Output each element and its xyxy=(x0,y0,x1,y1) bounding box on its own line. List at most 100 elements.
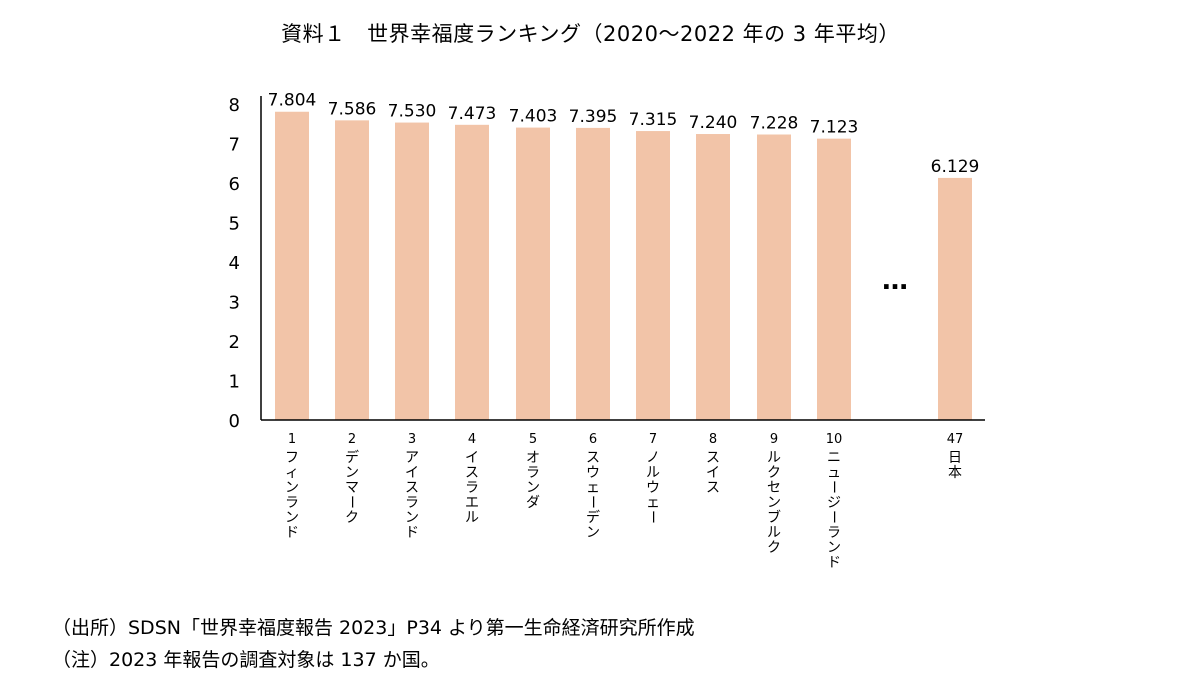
x-country-label-char: ス xyxy=(706,450,720,466)
bar xyxy=(335,120,369,420)
x-country-label-char: ウ xyxy=(646,480,660,496)
x-country-label-char: ラ xyxy=(285,495,299,511)
x-country-label-char: ク xyxy=(767,540,781,556)
x-country-label-char: ェ xyxy=(646,495,660,511)
axes xyxy=(260,96,985,421)
x-country-label-char: ン xyxy=(405,510,419,526)
x-country-label-char: ド xyxy=(285,525,299,541)
x-country-label-char: ス xyxy=(465,465,479,481)
bar xyxy=(455,124,489,420)
bar xyxy=(636,131,670,420)
x-country-label-char: ス xyxy=(706,480,720,496)
x-country-label-char: ニ xyxy=(827,450,841,466)
bar xyxy=(938,177,972,420)
x-country-label-char: ド xyxy=(405,525,419,541)
y-tick-label: 3 xyxy=(229,293,240,314)
x-country-label-char: ー xyxy=(644,510,660,524)
x-country-label-char: イ xyxy=(706,465,720,481)
value-label: 7.530 xyxy=(388,102,437,122)
x-country-label-char: オ xyxy=(526,450,540,466)
x-country-label-char: ラ xyxy=(526,465,540,481)
value-label: 6.129 xyxy=(931,157,980,177)
value-label: 7.804 xyxy=(268,91,317,111)
bar xyxy=(516,127,550,421)
y-tick-label: 5 xyxy=(229,214,240,235)
x-country-label-char: ン xyxy=(285,480,299,496)
x-rank-label: 47 xyxy=(947,432,964,447)
x-rank-label: 5 xyxy=(529,432,537,447)
value-labels: 7.804 7.586 7.530 7.473 7.403 7.395 7.315 7.240… xyxy=(268,91,980,177)
survey-note: （注）2023 年報告の調査対象は 137 か国。 xyxy=(52,649,440,671)
x-country-label-char: ダ xyxy=(526,495,540,511)
bar xyxy=(395,122,429,420)
x-country-label-char: ン xyxy=(526,480,540,496)
x-country-label-char: フ xyxy=(285,450,299,466)
x-axis-category-labels: 1フィンランド2デンマーク3アイスランド4イスラエル5オランダ6スウェーデン7ノ… xyxy=(285,432,963,571)
value-label: 7.240 xyxy=(689,113,738,133)
x-rank-label: 1 xyxy=(288,432,296,447)
x-rank-label: 10 xyxy=(826,432,843,447)
y-tick-label: 7 xyxy=(229,135,240,156)
x-country-label-char: ラ xyxy=(405,495,419,511)
value-label: 7.123 xyxy=(810,118,859,138)
value-label: 7.586 xyxy=(328,99,377,119)
x-country-label-char: ン xyxy=(345,465,359,481)
x-country-label-char: ウ xyxy=(586,465,600,481)
value-label: 7.228 xyxy=(750,113,799,133)
x-country-label-char: ド xyxy=(827,555,841,571)
x-rank-label: 9 xyxy=(770,432,778,447)
x-country-label-char: ブ xyxy=(767,509,781,526)
x-country-label-char: ー xyxy=(825,480,841,494)
x-country-label-char: ー xyxy=(825,510,841,524)
bars xyxy=(275,111,972,421)
bar xyxy=(757,134,791,420)
x-country-label-char: イ xyxy=(465,450,479,466)
x-country-label-char: セ xyxy=(767,480,781,496)
y-axis-tick-labels: 0 1 2 3 4 5 6 7 8 xyxy=(229,95,240,432)
x-country-label-char: 日 xyxy=(948,450,962,466)
x-country-label-char: エ xyxy=(465,495,479,511)
bar xyxy=(696,134,730,420)
source-note: （出所）SDSN「世界幸福度報告 2023」P34 より第一生命経済研究所作成 xyxy=(52,617,695,639)
x-country-label-char: ー xyxy=(584,495,600,509)
x-country-label-char: ュ xyxy=(827,465,841,481)
x-country-label-char: ン xyxy=(285,510,299,526)
y-tick-label: 4 xyxy=(229,253,240,274)
omitted-ranks-ellipsis: … xyxy=(882,266,908,296)
y-tick-label: 2 xyxy=(229,332,240,353)
x-country-label-char: ア xyxy=(405,450,419,466)
x-country-label-char: ス xyxy=(586,450,600,466)
y-tick-label: 6 xyxy=(229,174,240,195)
y-tick-label: 8 xyxy=(229,95,240,116)
value-label: 7.473 xyxy=(448,104,497,124)
x-country-label-char: ク xyxy=(767,465,781,481)
x-country-label-char: ル xyxy=(465,510,479,526)
value-label: 7.403 xyxy=(509,107,558,127)
bar xyxy=(817,138,851,421)
x-rank-label: 2 xyxy=(348,432,356,447)
x-country-label-char: ク xyxy=(345,510,359,526)
y-tick-label: 1 xyxy=(229,372,240,393)
x-country-label-char: デ xyxy=(586,509,600,526)
bar xyxy=(275,111,309,420)
x-country-label-char: ジ xyxy=(827,495,841,511)
x-rank-label: 8 xyxy=(709,432,717,447)
x-country-label-char: ラ xyxy=(465,480,479,496)
x-rank-label: 4 xyxy=(468,432,476,447)
x-country-label-char: ス xyxy=(405,480,419,496)
x-country-label-char: ノ xyxy=(646,450,660,466)
x-country-label-char: ー xyxy=(343,495,359,509)
x-country-label-char: ル xyxy=(646,465,660,481)
x-country-label-char: ィ xyxy=(285,465,299,481)
x-country-label-char: デ xyxy=(345,449,359,466)
x-country-label-char: ン xyxy=(586,525,600,541)
value-label: 7.315 xyxy=(629,110,678,130)
x-rank-label: 6 xyxy=(589,432,597,447)
x-country-label-char: 本 xyxy=(948,465,962,481)
x-country-label-char: ン xyxy=(767,495,781,511)
y-tick-label: 0 xyxy=(229,411,240,432)
x-rank-label: 7 xyxy=(649,432,657,447)
x-rank-label: 3 xyxy=(408,432,416,447)
x-country-label-char: マ xyxy=(345,480,359,496)
x-country-label-char: ン xyxy=(827,540,841,556)
